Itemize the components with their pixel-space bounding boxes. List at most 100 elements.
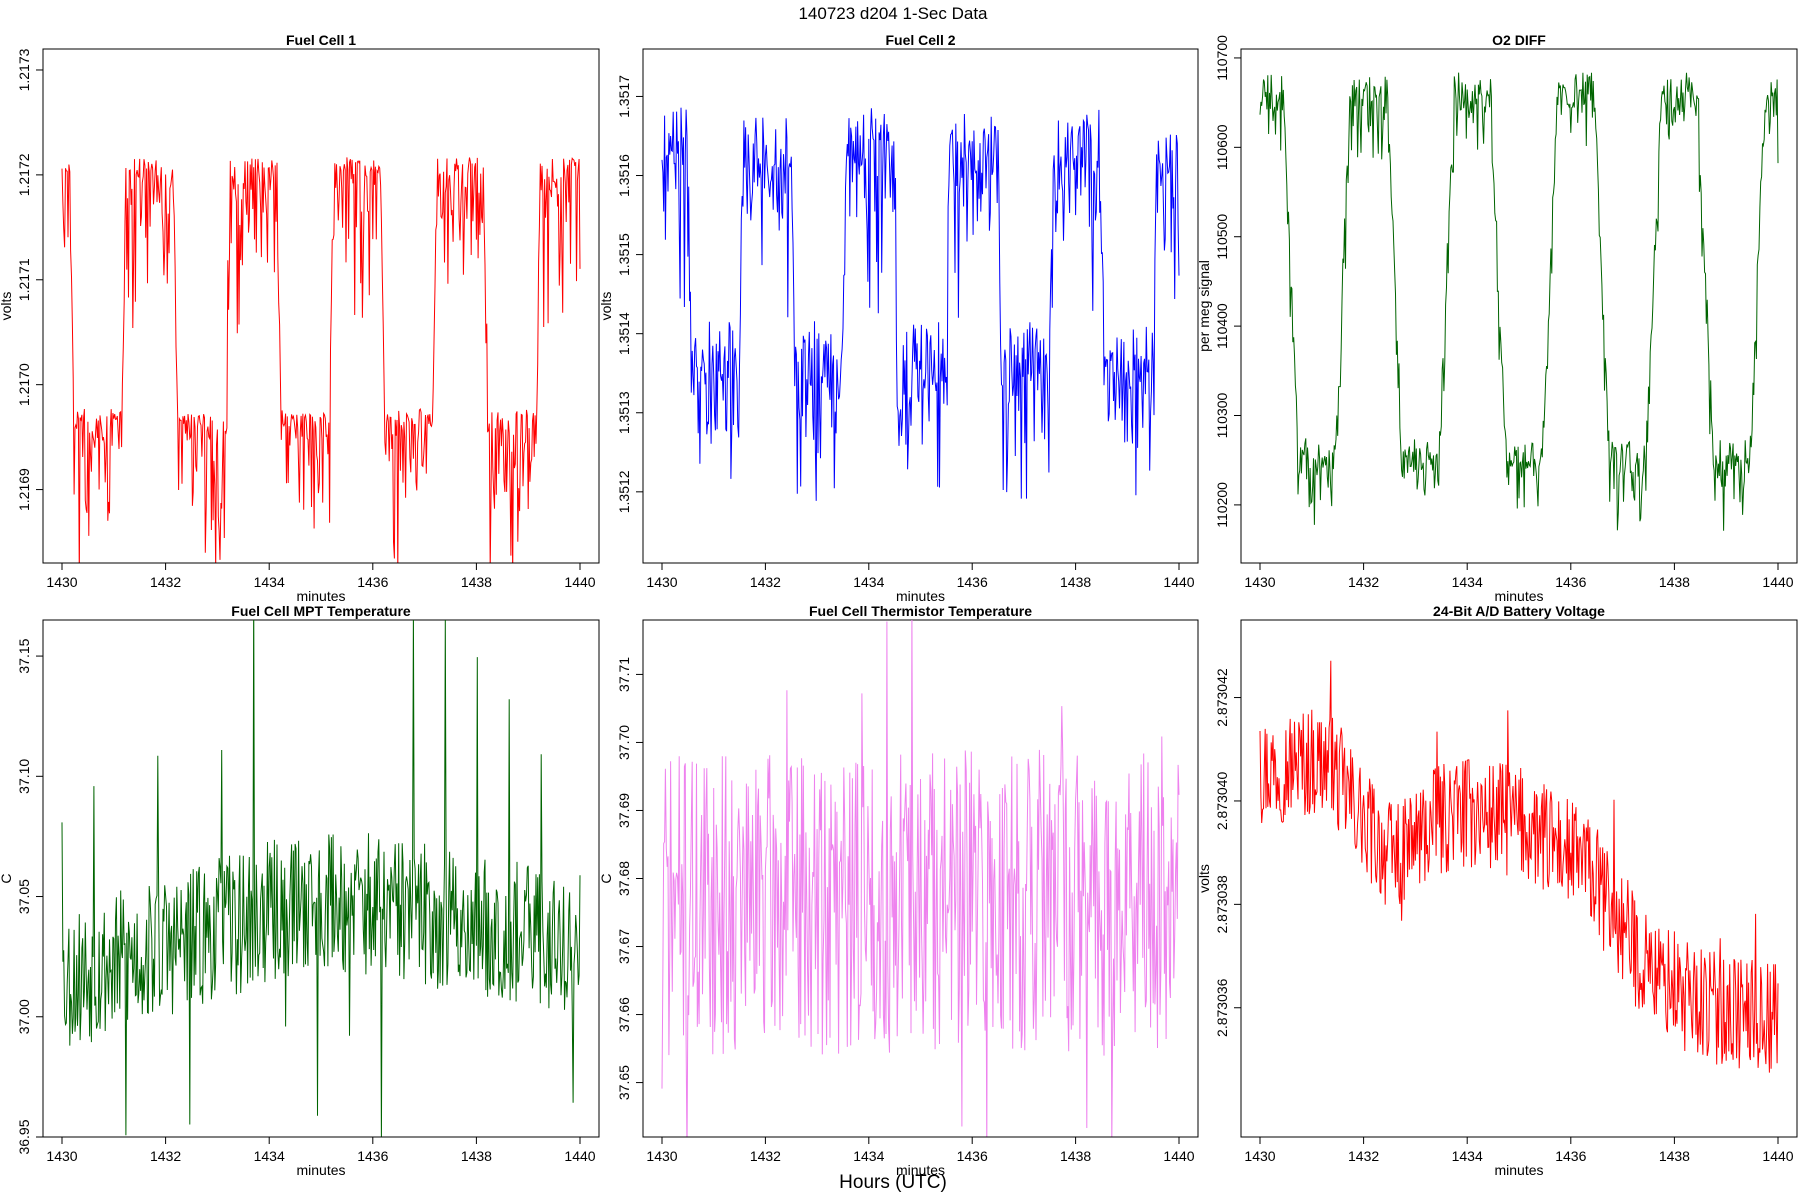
plot-frame — [42, 48, 600, 564]
x-tick-label: 1438 — [1060, 1148, 1091, 1164]
series-line — [61, 157, 581, 563]
y-tick-label: 2.873038 — [1214, 875, 1230, 934]
x-tick-label: 1438 — [1659, 1148, 1690, 1164]
x-tick-label: 1440 — [1163, 574, 1194, 590]
y-tick-label: 2.873036 — [1214, 978, 1230, 1037]
y-tick-label: 110400 — [1214, 303, 1230, 349]
x-tick-label: 1438 — [1659, 574, 1690, 590]
y-axis-label: volts — [1196, 864, 1212, 893]
series-line — [661, 620, 1180, 1137]
x-axis-label: minutes — [896, 588, 945, 604]
x-tick-label: 1440 — [1163, 1148, 1194, 1164]
x-tick-label: 1430 — [1244, 1148, 1275, 1164]
series-line — [61, 620, 581, 1137]
y-tick-label: 1.2172 — [16, 153, 32, 196]
y-axis-label: volts — [0, 292, 14, 321]
plot-frame — [1240, 619, 1798, 1138]
y-tick-label: 37.68 — [616, 861, 632, 896]
x-axis-label: minutes — [296, 588, 345, 604]
y-tick-label: 37.71 — [616, 657, 632, 692]
y-tick-label: 1.2170 — [16, 363, 32, 406]
y-tick-label: 110600 — [1214, 124, 1230, 170]
y-axis-label: C — [598, 873, 614, 883]
y-tick-label: 37.00 — [16, 999, 32, 1034]
x-tick-label: 1440 — [1762, 574, 1793, 590]
x-tick-label: 1436 — [1555, 574, 1586, 590]
x-tick-label: 1434 — [853, 574, 884, 590]
panel-3: O2 DIFF 1430 1432 1434 1436 1438 1440 minutes 11… — [1196, 32, 1798, 604]
x-tick-label: 1432 — [750, 1148, 781, 1164]
y-tick-label: 1.2173 — [16, 48, 32, 91]
series-line — [661, 107, 1180, 501]
x-tick-label: 1436 — [357, 574, 388, 590]
x-tick-label: 1434 — [254, 574, 285, 590]
x-tick-label: 1430 — [46, 1148, 77, 1164]
x-tick-label: 1434 — [254, 1148, 285, 1164]
x-tick-label: 1434 — [853, 1148, 884, 1164]
x-tick-label: 1434 — [1452, 574, 1483, 590]
x-tick-label: 1436 — [1555, 1148, 1586, 1164]
x-tick-label: 1438 — [1060, 574, 1091, 590]
series-line — [1259, 72, 1779, 531]
panel-5: Fuel Cell Thermistor Temperature 1430 1432… — [598, 603, 1199, 1178]
y-tick-label: 1.3514 — [616, 312, 632, 355]
y-tick-label: 37.69 — [616, 793, 632, 828]
x-axis-label: minutes — [896, 1162, 945, 1178]
x-tick-label: 1438 — [461, 574, 492, 590]
x-tick-label: 1440 — [564, 574, 595, 590]
panels: Fuel Cell 1 1430 1432 1434 1436 1438 1440 minut… — [0, 32, 1798, 1178]
x-tick-label: 1440 — [1762, 1148, 1793, 1164]
y-tick-label: 1.2171 — [16, 258, 32, 301]
x-tick-label: 1432 — [150, 574, 181, 590]
y-tick-label: 110500 — [1214, 214, 1230, 260]
x-tick-label: 1440 — [564, 1148, 595, 1164]
figure-title: 140723 d204 1-Sec Data — [798, 4, 988, 23]
y-tick-label: 37.05 — [16, 879, 32, 914]
panel-2: Fuel Cell 2 1430 1432 1434 1436 1438 1440 minut… — [598, 32, 1199, 604]
x-tick-label: 1436 — [957, 1148, 988, 1164]
x-axis-label: minutes — [1494, 1162, 1543, 1178]
x-tick-label: 1438 — [461, 1148, 492, 1164]
x-axis-label: minutes — [296, 1162, 345, 1178]
x-axis-label: minutes — [1494, 588, 1543, 604]
y-tick-label: 1.3513 — [616, 391, 632, 434]
y-axis-label: volts — [598, 292, 614, 321]
x-tick-label: 1432 — [750, 574, 781, 590]
y-tick-label: 37.65 — [616, 1065, 632, 1100]
x-tick-label: 1432 — [150, 1148, 181, 1164]
y-tick-label: 2.873042 — [1214, 668, 1230, 727]
x-tick-label: 1434 — [1452, 1148, 1483, 1164]
x-tick-label: 1432 — [1348, 1148, 1379, 1164]
panel-title: O2 DIFF — [1492, 32, 1546, 48]
panel-title: 24-Bit A/D Battery Voltage — [1433, 603, 1605, 619]
y-tick-label: 37.67 — [616, 929, 632, 964]
panel-1: Fuel Cell 1 1430 1432 1434 1436 1438 1440 minut… — [0, 32, 600, 604]
y-tick-label: 1.3517 — [616, 75, 632, 118]
y-tick-label: 1.3516 — [616, 154, 632, 197]
y-tick-label: 2.873040 — [1214, 772, 1230, 831]
y-tick-label: 110300 — [1214, 392, 1230, 438]
y-tick-label: 110200 — [1214, 482, 1230, 528]
panel-title: Fuel Cell 1 — [286, 32, 356, 48]
y-tick-label: 37.66 — [616, 997, 632, 1032]
y-axis-label: C — [0, 873, 14, 883]
x-tick-label: 1430 — [46, 574, 77, 590]
y-tick-label: 1.3512 — [616, 470, 632, 513]
x-tick-label: 1430 — [646, 574, 677, 590]
y-tick-label: 36.95 — [16, 1119, 32, 1154]
x-tick-label: 1436 — [957, 574, 988, 590]
panel-4: Fuel Cell MPT Temperature 1430 1432 1434 143… — [0, 603, 600, 1178]
y-tick-label: 110700 — [1214, 35, 1230, 81]
y-tick-label: 37.15 — [16, 638, 32, 673]
figure-bottom-label: Hours (UTC) — [839, 1172, 947, 1193]
panel-title: Fuel Cell 2 — [885, 32, 955, 48]
y-tick-label: 37.70 — [616, 725, 632, 760]
x-tick-label: 1436 — [357, 1148, 388, 1164]
x-tick-label: 1432 — [1348, 574, 1379, 590]
series-line — [1259, 660, 1779, 1073]
y-axis-label: per meg signal — [1196, 260, 1212, 352]
panel-6: 24-Bit A/D Battery Voltage 1430 1432 1434 14… — [1196, 603, 1798, 1178]
panel-title: Fuel Cell Thermistor Temperature — [809, 603, 1032, 619]
x-tick-label: 1430 — [646, 1148, 677, 1164]
